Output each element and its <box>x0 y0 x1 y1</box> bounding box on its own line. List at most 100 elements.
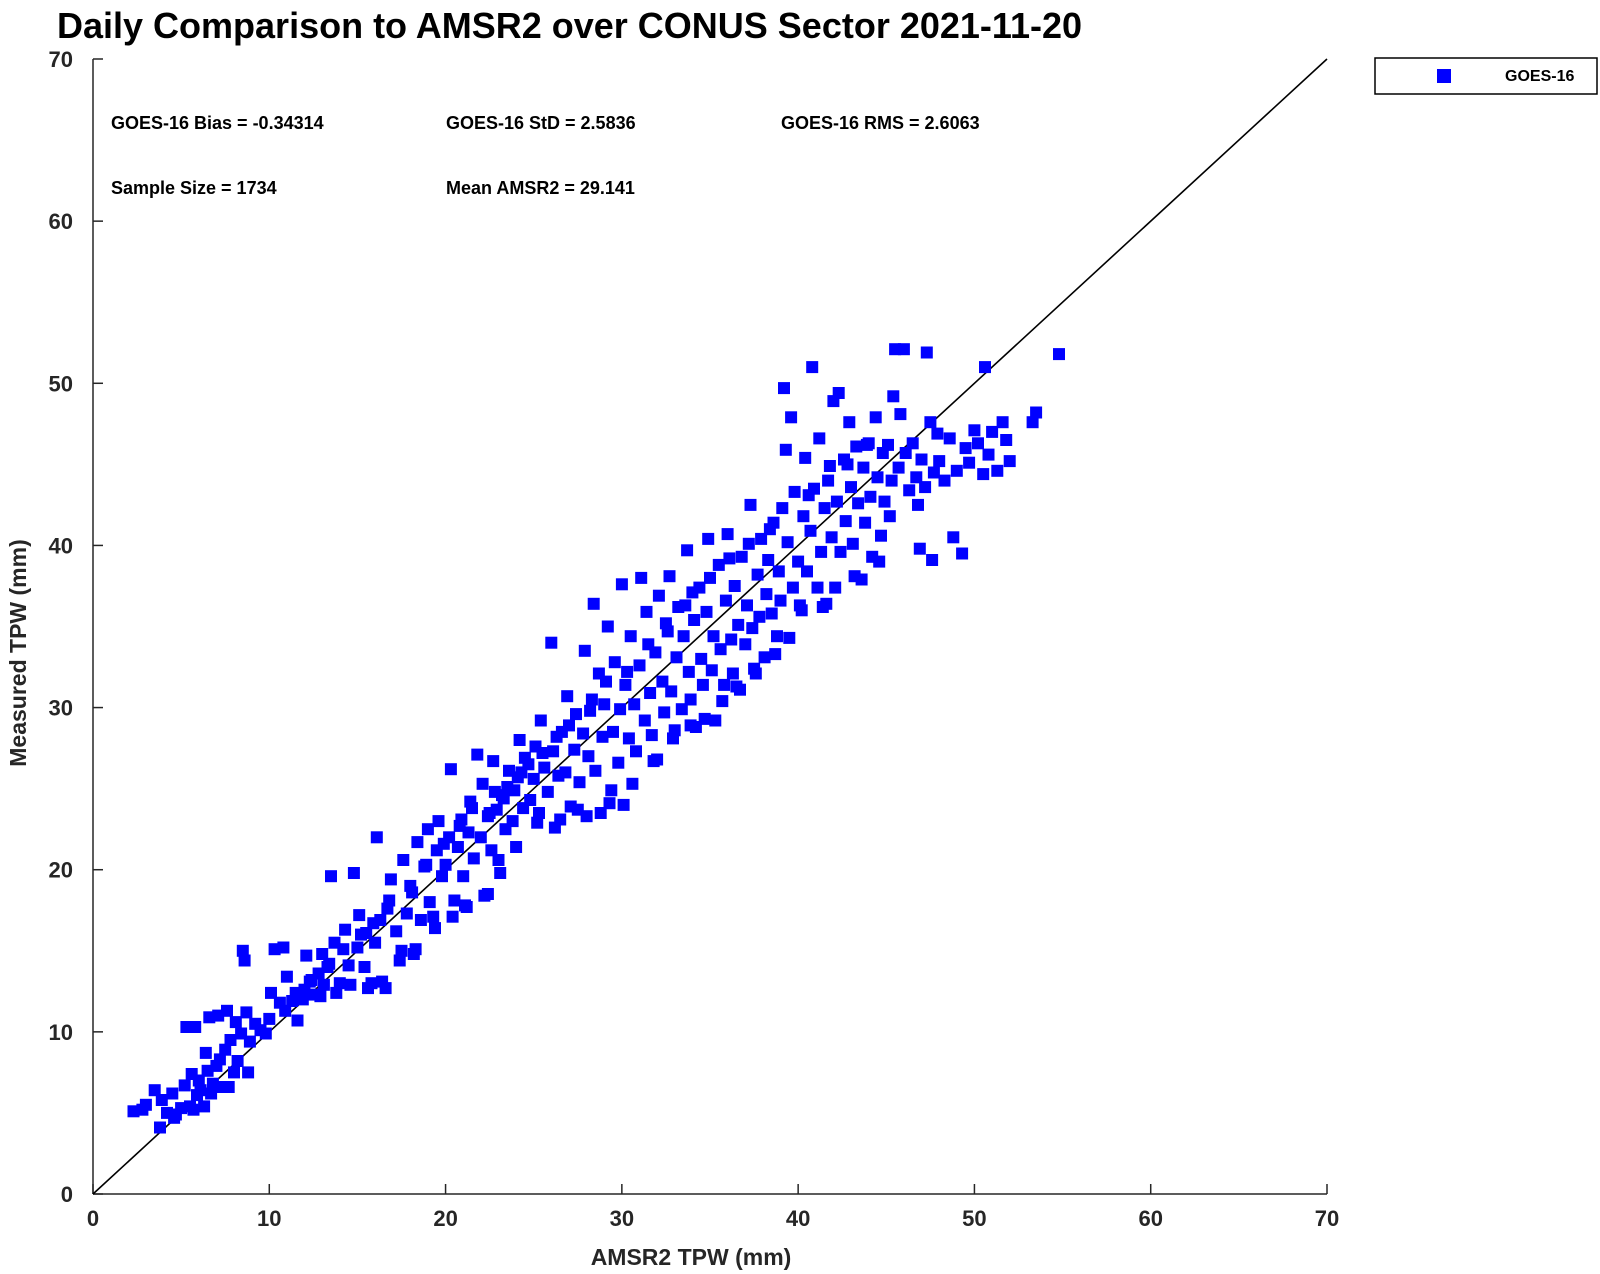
scatter-point <box>423 896 436 909</box>
scatter-point <box>337 943 350 956</box>
scatter-point <box>550 730 563 743</box>
scatter-point <box>370 831 383 844</box>
scatter-point <box>630 745 642 758</box>
scatter-point <box>384 873 397 886</box>
scatter-point <box>561 690 574 703</box>
scatter-point <box>741 599 753 612</box>
scatter-point <box>830 495 843 508</box>
scatter-point <box>799 451 812 464</box>
scatter-point <box>369 936 382 949</box>
scatter-point <box>986 425 999 438</box>
scatter-point <box>652 589 665 602</box>
legend-marker <box>1437 69 1451 83</box>
x-axis-label: AMSR2 TPW (mm) <box>591 1244 792 1270</box>
scatter-point <box>524 794 537 806</box>
scatter-point <box>815 545 828 558</box>
scatter-point <box>755 532 768 545</box>
scatter-point <box>972 437 984 450</box>
scatter-point <box>822 474 835 487</box>
scatter-point <box>531 816 544 829</box>
scatter-point <box>878 495 891 508</box>
scatter-point <box>721 528 734 541</box>
x-tick-label: 70 <box>1315 1206 1339 1231</box>
scatter-point <box>947 531 960 544</box>
y-tick-label: 50 <box>49 371 73 396</box>
scatter-point <box>667 732 679 745</box>
scatter-point <box>744 498 757 511</box>
scatter-point <box>429 922 441 935</box>
scatter-point <box>582 750 595 763</box>
scatter-point <box>589 764 602 777</box>
scatter-point <box>317 978 330 991</box>
scatter-point <box>222 1081 235 1093</box>
scatter-point <box>279 1004 292 1017</box>
scatter-point <box>663 570 676 583</box>
scatter-point <box>873 555 886 568</box>
scatter-point <box>709 714 722 727</box>
scatter-point <box>716 695 729 708</box>
scatter-point <box>585 693 598 706</box>
scatter-point <box>481 888 494 900</box>
scatter-point <box>289 986 302 999</box>
scatter-point <box>600 675 612 688</box>
scatter-point <box>797 510 810 523</box>
scatter-point <box>390 925 403 938</box>
scatter-point <box>943 432 956 445</box>
scatter-point <box>695 652 708 665</box>
scatter-point <box>501 781 514 793</box>
scatter-point <box>659 617 672 630</box>
scatter-point <box>931 427 944 440</box>
scatter-point <box>656 675 669 688</box>
scatter-point <box>243 1035 256 1048</box>
scatter-point <box>617 798 630 811</box>
scatter-point <box>869 411 882 424</box>
scatter-point <box>460 901 473 913</box>
scatter-point <box>414 914 427 926</box>
scatter-point <box>563 719 575 732</box>
scatter-point <box>684 719 697 732</box>
scatter-point <box>166 1087 179 1100</box>
scatter-point <box>483 807 496 819</box>
scatter-point <box>457 870 470 883</box>
scatter-point <box>825 531 838 544</box>
scatter-point <box>485 844 498 857</box>
scatter-point <box>686 586 699 599</box>
y-tick-label: 30 <box>49 696 73 721</box>
scatter-point <box>1030 406 1043 419</box>
scatter-point <box>749 667 762 680</box>
scatter-point <box>400 907 413 920</box>
scatter-point <box>178 1079 191 1092</box>
scatter-point <box>453 819 466 832</box>
scatter-point <box>728 580 741 592</box>
scatter-point <box>492 854 505 866</box>
scatter-point <box>959 442 972 455</box>
scatter-point <box>471 748 484 761</box>
scatter-point <box>265 986 277 999</box>
scatter-point <box>446 910 459 923</box>
scatter-point <box>679 599 692 612</box>
scatter-point <box>897 343 910 356</box>
scatter-point <box>792 555 805 568</box>
scatter-point <box>778 382 790 395</box>
scatter-point <box>719 594 732 607</box>
scatter-point <box>339 923 352 936</box>
scatter-point <box>570 708 582 721</box>
scatter-point <box>362 982 374 995</box>
scatter-point <box>568 743 581 756</box>
scatter-point <box>785 411 798 424</box>
scatter-point <box>205 1087 218 1100</box>
scatter-point <box>696 678 709 691</box>
scatter-point <box>647 755 660 768</box>
scatter-point <box>852 497 865 510</box>
scatter-point <box>776 502 789 515</box>
scatter-point <box>466 802 478 815</box>
scatter-point <box>305 974 318 986</box>
scatter-point <box>154 1121 166 1134</box>
scatter-point <box>834 545 847 558</box>
scatter-point <box>559 766 572 779</box>
scatter-point <box>638 714 651 727</box>
scatter-point <box>938 474 951 487</box>
scatter-point <box>612 756 625 769</box>
scatter-point <box>786 581 799 594</box>
